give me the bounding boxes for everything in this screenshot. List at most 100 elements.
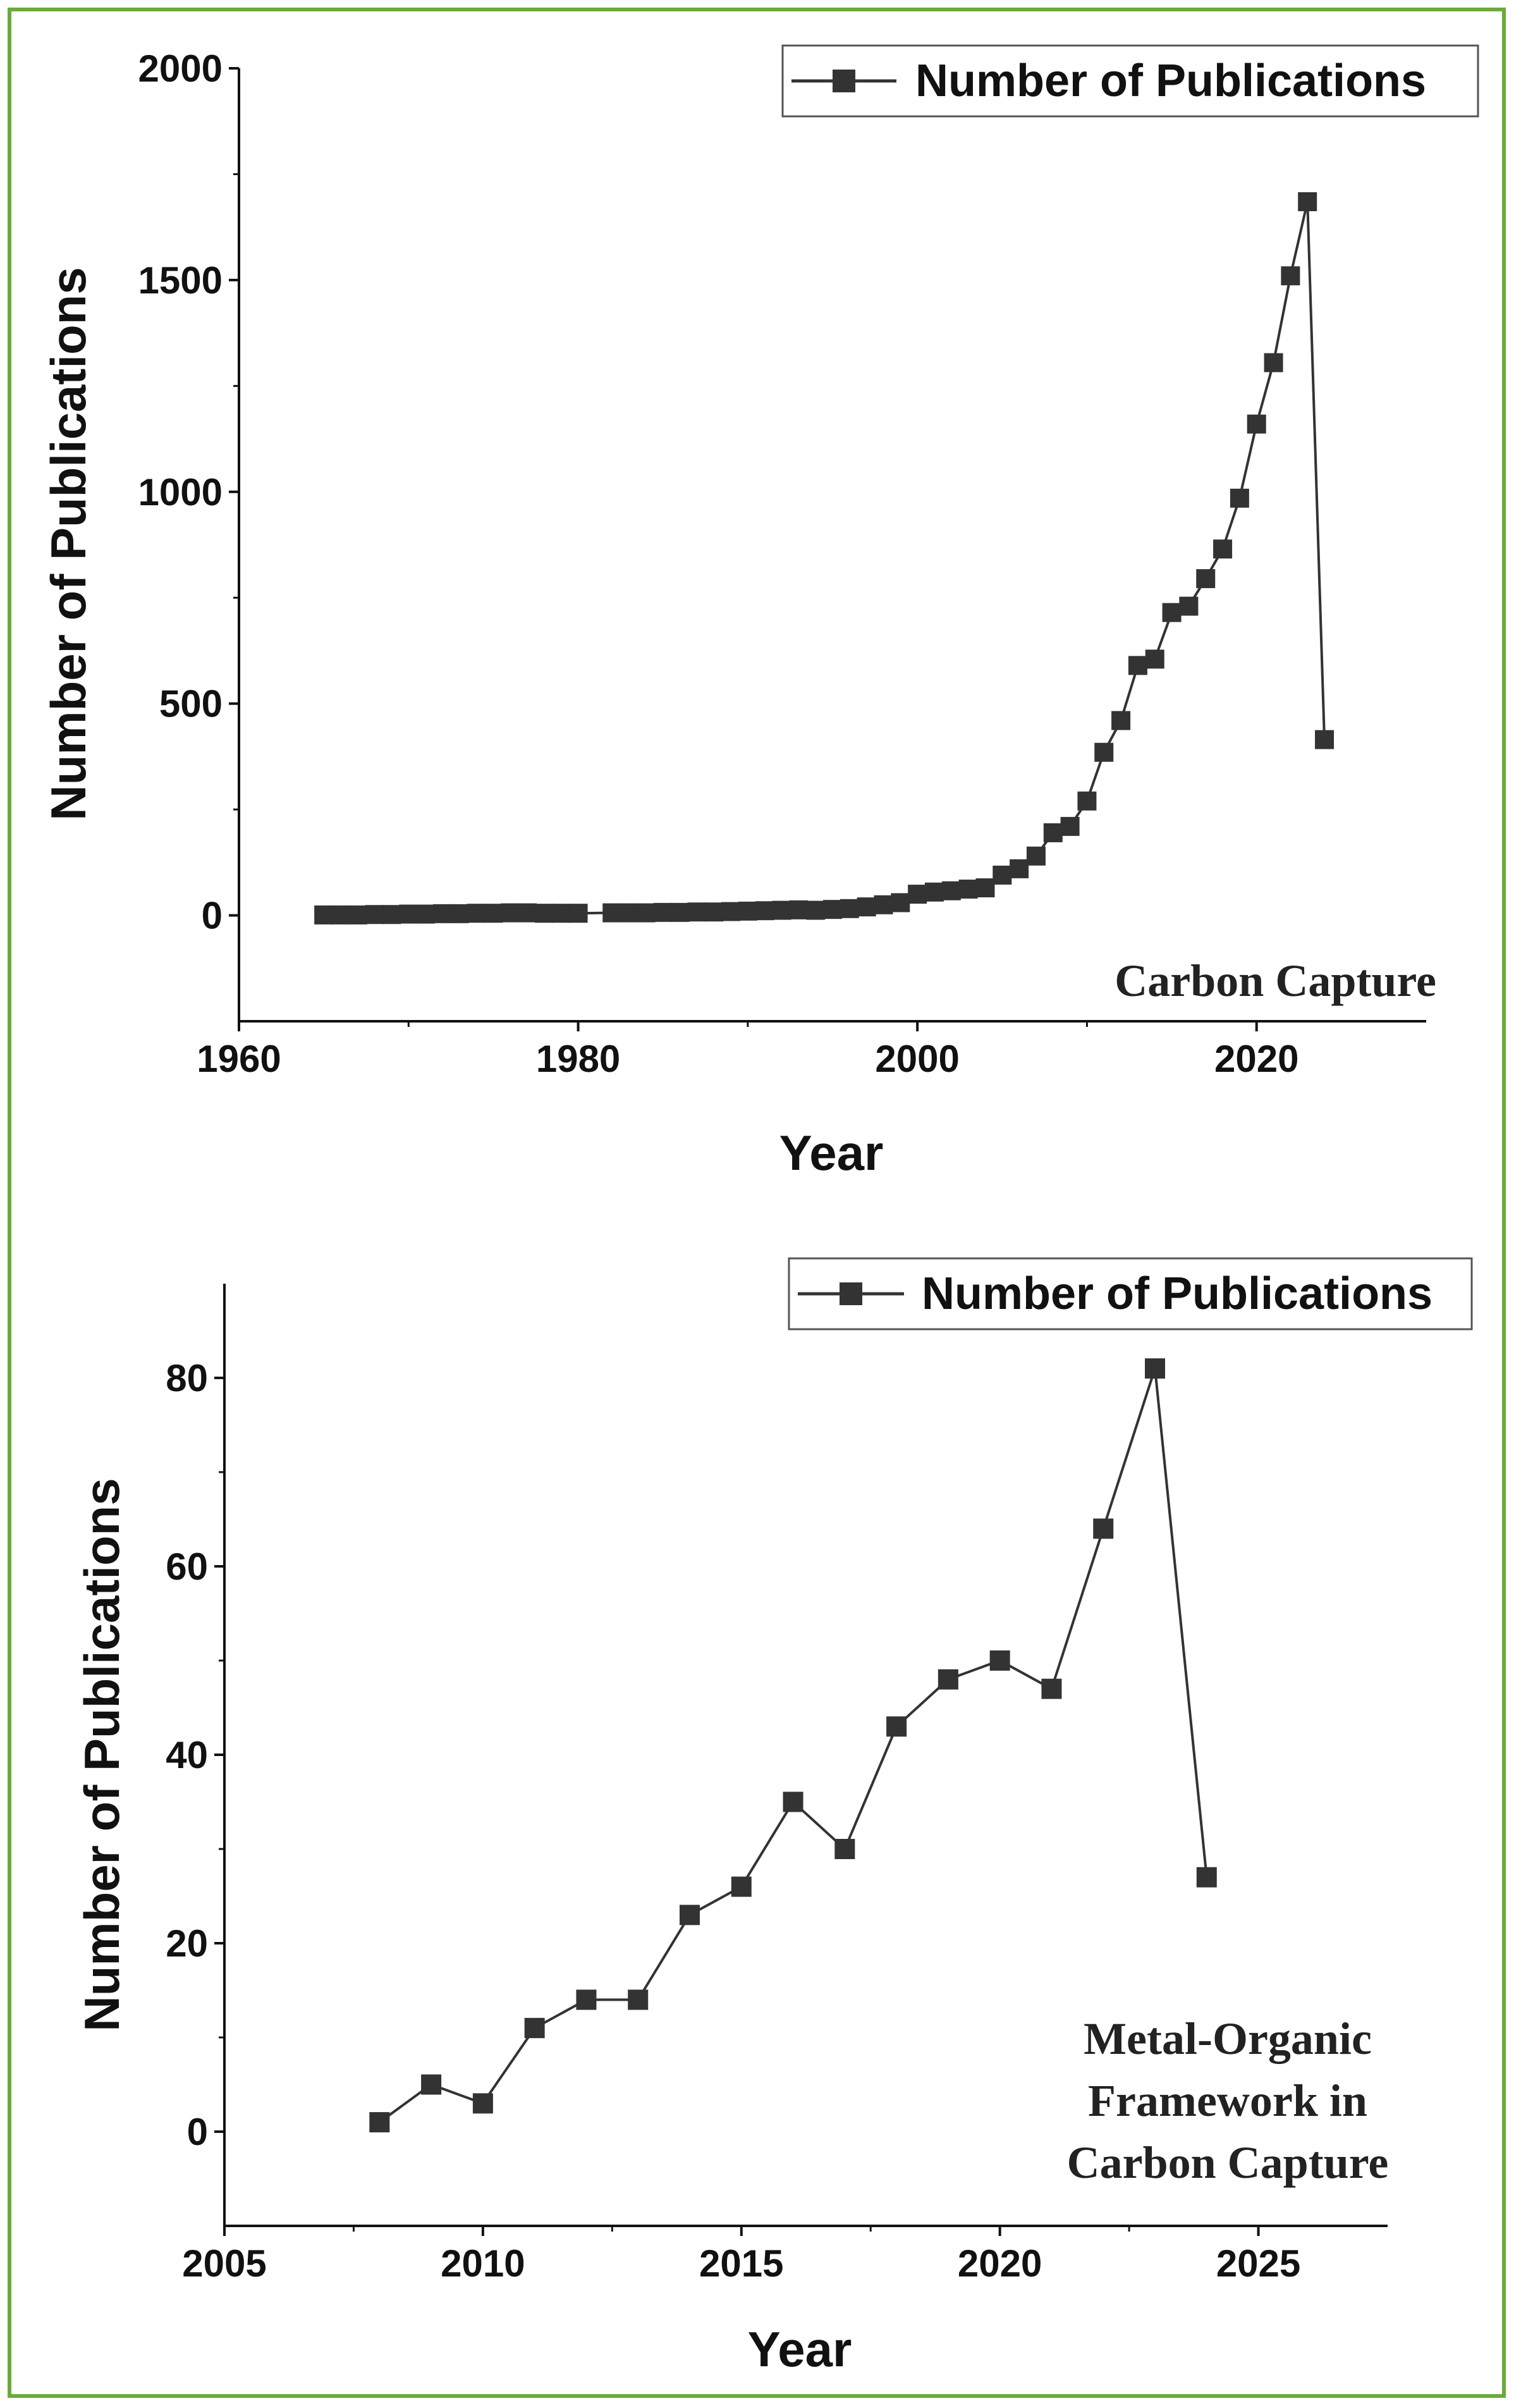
- data-point: [823, 900, 842, 919]
- x-tick-label: 2020: [958, 2242, 1042, 2285]
- data-point: [1111, 711, 1131, 730]
- data-point: [1196, 1867, 1217, 1888]
- data-point: [399, 904, 418, 924]
- data-point: [1145, 649, 1164, 669]
- x-axis-title: Year: [779, 1125, 884, 1181]
- data-point: [620, 903, 639, 923]
- legend: Number of Publications: [788, 1257, 1473, 1330]
- data-point: [886, 1716, 907, 1737]
- data-point: [467, 904, 486, 923]
- data-point: [1162, 603, 1182, 622]
- chart-annotation: Carbon Capture: [1115, 955, 1436, 1006]
- tick-labels: 0 20 40 60 80 2005 2010 2015 2020 2025: [166, 1357, 1300, 2285]
- data-point: [874, 895, 893, 914]
- data-point: [472, 2093, 493, 2114]
- y-tick-label: 1500: [138, 259, 223, 302]
- legend-marker: [840, 1282, 862, 1305]
- data-point: [772, 900, 791, 920]
- data-point: [1264, 353, 1283, 372]
- data-point: [518, 903, 537, 923]
- data-point: [534, 904, 554, 923]
- data-point: [1026, 846, 1046, 866]
- series-marks: [314, 192, 1335, 924]
- data-point: [891, 893, 910, 912]
- x-tick-label: 2000: [875, 1038, 959, 1080]
- x-tick-label: 2010: [441, 2242, 525, 2285]
- legend-box: [781, 44, 1479, 118]
- y-tick-label: 60: [166, 1545, 208, 1588]
- data-point: [755, 901, 774, 921]
- data-point: [628, 1989, 649, 2010]
- data-point: [989, 1650, 1010, 1671]
- data-point: [1093, 1518, 1114, 1539]
- series-line: [379, 1368, 1208, 2123]
- data-point: [687, 902, 707, 922]
- data-point: [636, 903, 656, 923]
- data-point: [369, 2112, 390, 2133]
- y-tick-label: 500: [159, 683, 223, 725]
- data-point: [1213, 539, 1233, 559]
- data-point: [738, 901, 757, 921]
- data-point: [704, 902, 724, 922]
- x-tick-label: 2015: [699, 2242, 783, 2285]
- legend: Number of Publications: [781, 44, 1479, 118]
- data-point: [721, 902, 741, 921]
- data-point: [348, 905, 367, 924]
- data-point: [551, 904, 571, 923]
- data-point: [1041, 1678, 1062, 1699]
- data-point: [731, 1876, 752, 1897]
- x-axis: [238, 1020, 1426, 1031]
- data-point: [975, 878, 995, 898]
- data-point: [1247, 414, 1266, 434]
- data-point: [1179, 596, 1199, 616]
- y-tick-label: 0: [187, 2111, 208, 2153]
- data-point: [314, 905, 334, 924]
- data-point: [449, 904, 469, 923]
- data-point: [1145, 1358, 1165, 1379]
- data-point: [789, 900, 809, 919]
- data-point: [680, 1905, 700, 1926]
- data-point: [1077, 791, 1097, 811]
- chart-annotation-line-1: Metal-Organic: [1084, 2013, 1372, 2064]
- data-point: [568, 904, 588, 923]
- data-point: [670, 902, 690, 922]
- data-point: [501, 903, 520, 923]
- data-point: [1196, 569, 1216, 589]
- y-axis: [229, 67, 240, 1021]
- data-point: [432, 904, 452, 923]
- legend-marker: [833, 70, 855, 92]
- data-point: [653, 902, 673, 922]
- x-tick-label: 2020: [1214, 1038, 1298, 1080]
- data-point: [806, 900, 826, 920]
- x-axis: [223, 2225, 1388, 2236]
- legend-label: Number of Publications: [922, 1268, 1432, 1319]
- data-point: [524, 2018, 545, 2039]
- tick-labels: 0 500 1000 1500 2000 1960 1980 2000 2020: [138, 47, 1299, 1080]
- y-axis: [214, 1284, 226, 2226]
- chart-annotation-line-2: Framework in: [1088, 2075, 1367, 2126]
- x-tick-label: 2005: [182, 2242, 266, 2285]
- data-point: [365, 905, 384, 924]
- y-tick-label: 2000: [138, 47, 223, 90]
- data-point: [941, 881, 961, 900]
- data-point: [1315, 730, 1335, 749]
- x-axis-title: Year: [748, 2321, 852, 2377]
- data-point: [938, 1669, 958, 1690]
- data-point: [1043, 823, 1063, 842]
- data-point: [1060, 816, 1080, 836]
- data-point: [1281, 266, 1300, 286]
- data-point: [908, 885, 927, 904]
- series-marks: [369, 1358, 1217, 2133]
- data-point: [1230, 488, 1249, 508]
- y-axis-title: Number of Publications: [74, 1478, 130, 2031]
- x-tick-label: 1960: [197, 1038, 281, 1080]
- data-point: [382, 905, 401, 924]
- y-tick-label: 80: [166, 1357, 208, 1399]
- x-tick-label: 1980: [536, 1038, 620, 1080]
- data-point: [416, 904, 436, 924]
- data-point: [857, 897, 876, 917]
- data-point: [576, 1989, 597, 2010]
- x-tick-label: 2025: [1216, 2242, 1300, 2285]
- y-axis-title: Number of Publications: [40, 267, 96, 820]
